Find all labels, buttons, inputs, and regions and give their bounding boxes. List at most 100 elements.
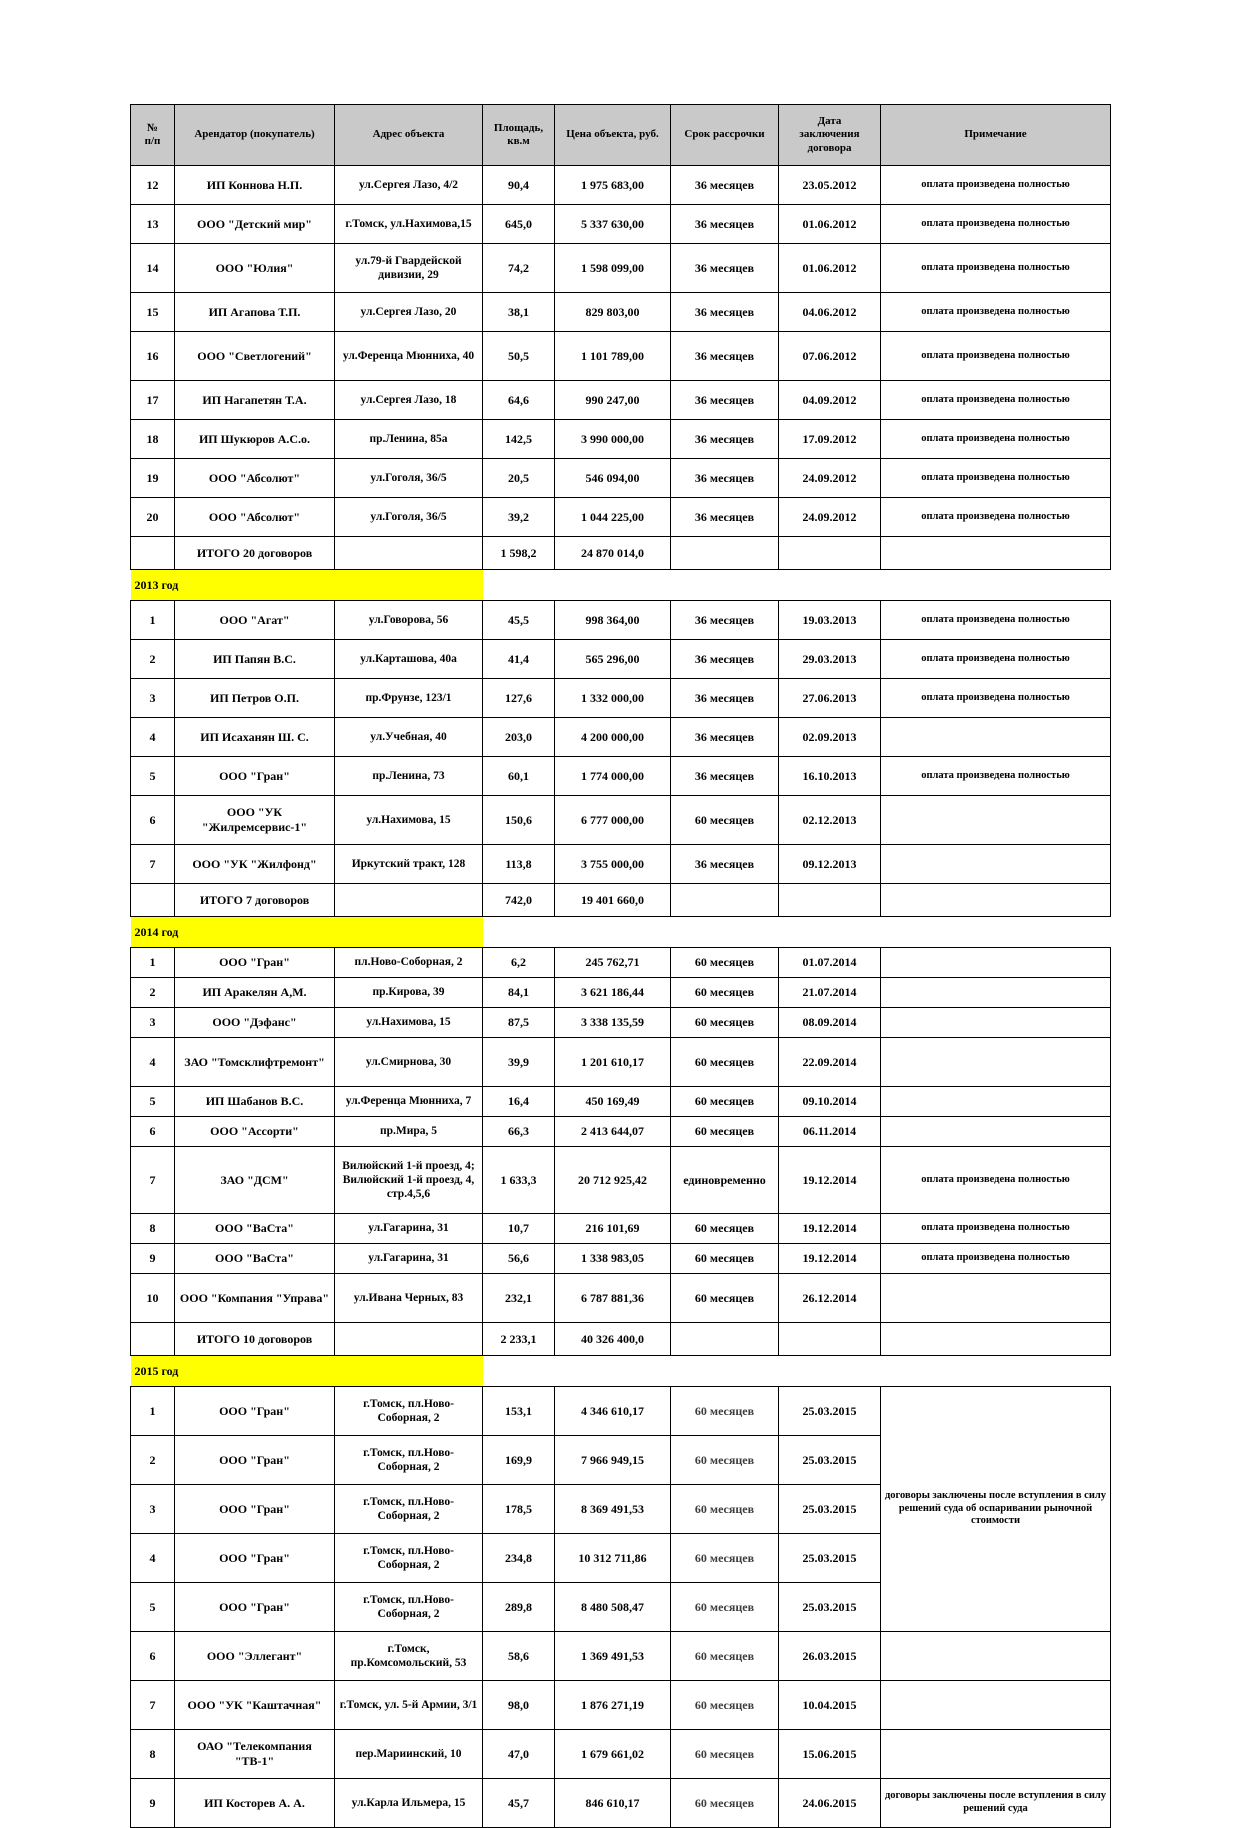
- cell-number: 13: [130, 204, 175, 244]
- cell-price: 3 990 000,00: [554, 419, 671, 459]
- cell-price: 998 364,00: [554, 600, 671, 640]
- cell-price: 546 094,00: [554, 458, 671, 498]
- cell-term: 60 месяцев: [670, 1484, 779, 1534]
- year-section-2013: 2013 год: [130, 569, 1111, 601]
- cell-address: ул.Сергея Лазо, 18: [334, 380, 483, 420]
- cell-area: 39,2: [482, 497, 555, 537]
- table-row: 2 ИП Папян В.С. ул.Карташова, 40а 41,4 565 2…: [130, 639, 1111, 679]
- document-page: № п/п Арендатор (покупатель) Адрес объек…: [130, 104, 1111, 1828]
- contracts-registry-table: № п/п Арендатор (покупатель) Адрес объек…: [130, 104, 1111, 1828]
- cell-price: 829 803,00: [554, 292, 671, 332]
- cell-term: 36 месяцев: [670, 331, 779, 381]
- cell-price: 450 169,49: [554, 1086, 671, 1117]
- cell-note: [880, 1007, 1111, 1038]
- cell-tenant: ООО "УК "Жилремсервис-1": [174, 795, 335, 845]
- cell-number: 5: [130, 1086, 175, 1117]
- cell-date: [778, 1322, 881, 1356]
- cell-note-merged: договоры заключены после вступления в си…: [880, 1386, 1111, 1632]
- cell-term: 60 месяцев: [670, 1243, 779, 1274]
- cell-number: 2: [130, 977, 175, 1008]
- cell-date: 02.09.2013: [778, 717, 881, 757]
- cell-tenant: ЗАО "Томсклифтремонт": [174, 1037, 335, 1087]
- cell-note: [880, 795, 1111, 845]
- cell-address: пр.Мира, 5: [334, 1116, 483, 1147]
- year-blank: [482, 916, 1111, 948]
- cell-number: 1: [130, 600, 175, 640]
- cell-tenant: ОАО "Телекомпания "ТВ-1": [174, 1729, 335, 1779]
- cell-note: [880, 844, 1111, 884]
- cell-term: 60 месяцев: [670, 1631, 779, 1681]
- table-row: 14 ООО "Юлия" ул.79-й Гвардейской дивизии,…: [130, 243, 1111, 293]
- cell-tenant: ИП Шукюров А.С.о.: [174, 419, 335, 459]
- year-section-2014: 2014 год: [130, 916, 1111, 948]
- cell-address: ул.Ференца Мюнниха, 7: [334, 1086, 483, 1117]
- cell-number: 7: [130, 1146, 175, 1214]
- cell-term: 36 месяцев: [670, 678, 779, 718]
- cell-tenant: ООО "ВаСта": [174, 1213, 335, 1244]
- cell-tenant: ООО "Ассорти": [174, 1116, 335, 1147]
- cell-term: 60 месяцев: [670, 977, 779, 1008]
- header-date-line1: Дата: [817, 114, 842, 127]
- cell-term: 60 месяцев: [670, 1086, 779, 1117]
- cell-address: г.Томск, пл.Ново-Соборная, 2: [334, 1484, 483, 1534]
- cell-note: оплата произведена полностью: [880, 497, 1111, 537]
- cell-note: оплата произведена полностью: [880, 600, 1111, 640]
- cell-price: 3 621 186,44: [554, 977, 671, 1008]
- total-row: ИТОГО 20 договоров 1 598,2 24 870 014,0: [130, 536, 1111, 570]
- table-row: 19 ООО "Абсолют" ул.Гоголя, 36/5 20,5 546 09…: [130, 458, 1111, 498]
- cell-price: 1 369 491,53: [554, 1631, 671, 1681]
- column-header-price: Цена объекта, руб.: [554, 104, 671, 166]
- cell-total-area: 742,0: [482, 883, 555, 917]
- cell-number: [130, 1322, 175, 1356]
- cell-note: [880, 1631, 1111, 1681]
- table-row: 4 ИП Исаханян Ш. С. ул.Учебная, 40 203,0 4 2…: [130, 717, 1111, 757]
- cell-tenant: ООО "Агат": [174, 600, 335, 640]
- year-label: 2015 год: [130, 1355, 483, 1387]
- table-row: 8 ООО "ВаСта" ул.Гагарина, 31 10,7 216 101,6…: [130, 1213, 1111, 1244]
- cell-note: оплата произведена полностью: [880, 756, 1111, 796]
- cell-area: 64,6: [482, 380, 555, 420]
- cell-area: 178,5: [482, 1484, 555, 1534]
- cell-note: оплата произведена полностью: [880, 292, 1111, 332]
- cell-number: 12: [130, 165, 175, 205]
- cell-address: ул.Сергея Лазо, 4/2: [334, 165, 483, 205]
- cell-price: 8 369 491,53: [554, 1484, 671, 1534]
- cell-note: оплата произведена полностью: [880, 331, 1111, 381]
- cell-address: Иркутский тракт, 128: [334, 844, 483, 884]
- cell-number: 18: [130, 419, 175, 459]
- cell-term: 36 месяцев: [670, 165, 779, 205]
- cell-note: оплата произведена полностью: [880, 165, 1111, 205]
- cell-address: г.Томск, ул.Нахимова,15: [334, 204, 483, 244]
- cell-area: 203,0: [482, 717, 555, 757]
- cell-address: ул.Ивана Черных, 83: [334, 1273, 483, 1323]
- cell-area: 153,1: [482, 1386, 555, 1436]
- year-label: 2014 год: [130, 916, 483, 948]
- cell-number: 7: [130, 844, 175, 884]
- table-row: 6 ООО "Ассорти" пр.Мира, 5 66,3 2 413 644,07…: [130, 1116, 1111, 1147]
- table-row: 9 ООО "ВаСта" ул.Гагарина, 31 56,6 1 338 983…: [130, 1243, 1111, 1274]
- table-row: 18 ИП Шукюров А.С.о. пр.Ленина, 85а 142,5 3 …: [130, 419, 1111, 459]
- cell-term: единовременно: [670, 1146, 779, 1214]
- cell-date: 01.07.2014: [778, 947, 881, 978]
- cell-address: пл.Ново-Соборная, 2: [334, 947, 483, 978]
- cell-tenant: ИП Исаханян Ш. С.: [174, 717, 335, 757]
- cell-tenant: ИП Папян В.С.: [174, 639, 335, 679]
- cell-tenant: ООО "Гран": [174, 947, 335, 978]
- cell-tenant: ООО "Абсолют": [174, 497, 335, 537]
- cell-address: г.Томск, пл.Ново-Соборная, 2: [334, 1435, 483, 1485]
- cell-date: 25.03.2015: [778, 1484, 881, 1534]
- cell-area: 127,6: [482, 678, 555, 718]
- cell-note: оплата произведена полностью: [880, 639, 1111, 679]
- cell-number: 7: [130, 1680, 175, 1730]
- cell-address: ул.Гоголя, 36/5: [334, 497, 483, 537]
- cell-price: 1 876 271,19: [554, 1680, 671, 1730]
- cell-address: пр.Ленина, 73: [334, 756, 483, 796]
- cell-area: 39,9: [482, 1037, 555, 1087]
- cell-address: ул.Говорова, 56: [334, 600, 483, 640]
- cell-address: г.Томск, пр.Комсомольский, 53: [334, 1631, 483, 1681]
- cell-address: ул.Ференца Мюнниха, 40: [334, 331, 483, 381]
- cell-address: ул.Карла Ильмера, 15: [334, 1778, 483, 1828]
